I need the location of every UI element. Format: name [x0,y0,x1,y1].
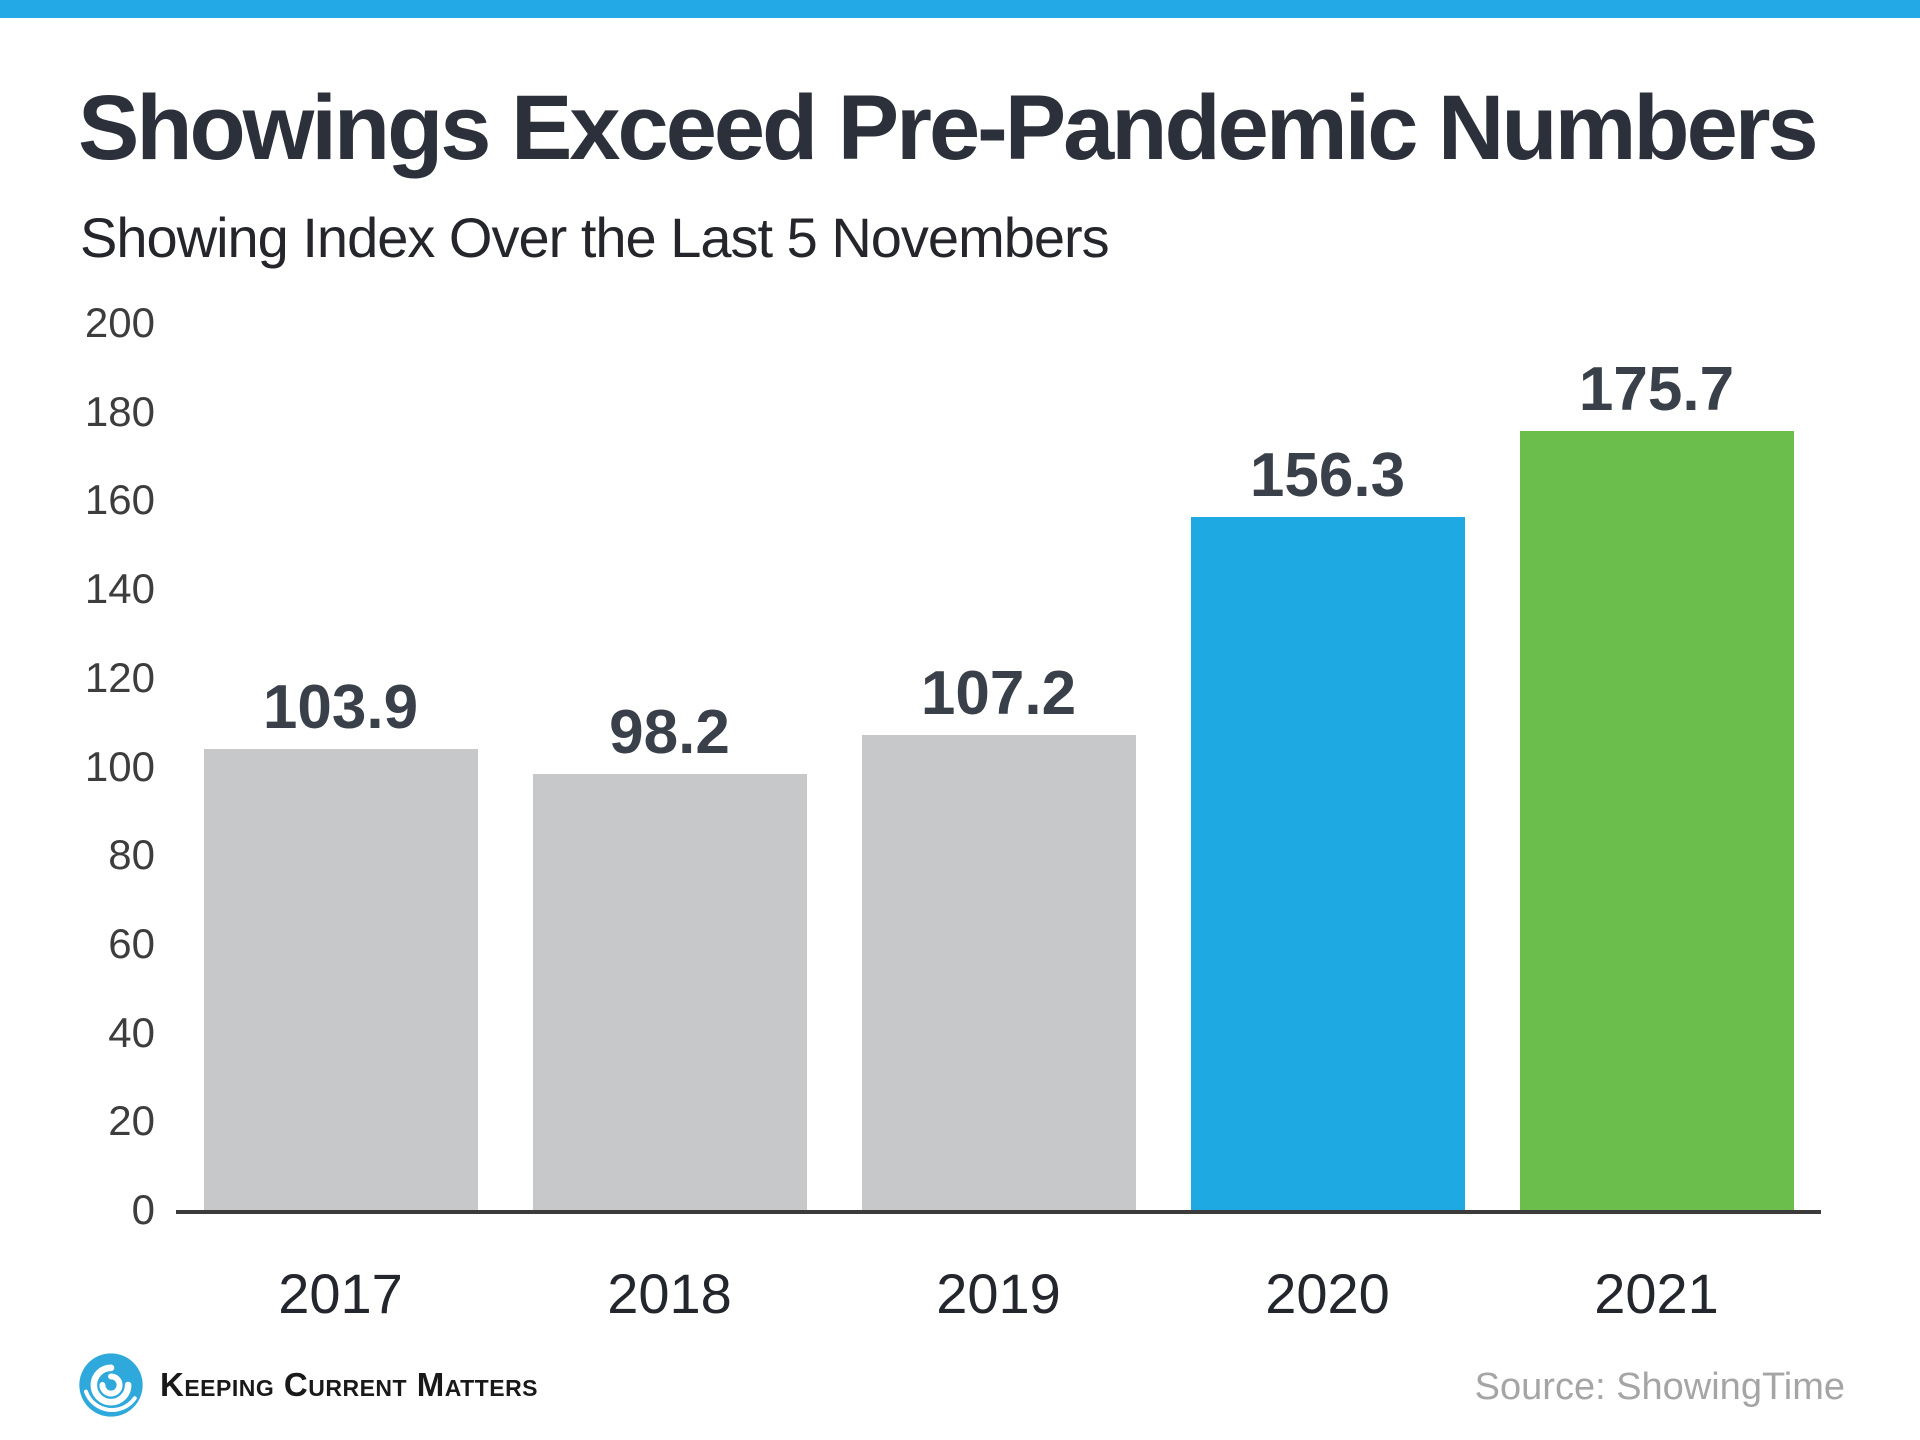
page-subtitle: Showing Index Over the Last 5 Novembers [80,206,1110,269]
bar-group-2020: 156.3 2020 [1163,323,1492,1322]
bar-value-label: 156.3 [1249,440,1406,510]
bar-group-2017: 103.9 2017 [176,323,505,1322]
y-tick-label: 80 [108,831,155,879]
y-tick-label: 60 [108,919,155,967]
y-tick-label: 120 [84,653,155,701]
bar-2020 [1190,516,1465,1210]
x-axis-label: 2019 [936,1262,1061,1325]
page-title: Showings Exceed Pre-Pandemic Numbers [78,77,1819,179]
bar-value-label: 107.2 [920,658,1077,728]
bar-2017 [203,749,478,1210]
bar-value-label: 98.2 [609,698,730,768]
bar-2021 [1519,430,1794,1210]
y-axis: 0 20 40 60 80 100 120 140 160 180 200 [0,302,155,1231]
y-tick-label: 140 [84,565,155,613]
brand-name: Keeping Current Matters [160,1366,539,1403]
y-tick-label: 200 [84,299,155,346]
bar-value-label: 103.9 [262,673,419,743]
bar-group-2021: 175.7 2021 [1492,323,1821,1322]
y-tick-label: 100 [84,742,155,790]
x-axis-label: 2018 [607,1262,732,1325]
y-tick-label: 20 [108,1097,155,1145]
source-credit: Source: ShowingTime [1474,1366,1845,1408]
bar-2019 [861,734,1136,1210]
y-tick-label: 180 [84,387,155,435]
x-axis-label: 2020 [1265,1262,1390,1325]
bar-group-2018: 98.2 2018 [505,323,834,1322]
bar-group-2019: 107.2 2019 [834,323,1163,1322]
y-tick-label: 0 [131,1186,155,1233]
y-tick-label: 40 [108,1008,155,1056]
top-accent-bar [0,0,1920,18]
x-axis-label: 2021 [1594,1262,1719,1325]
kcm-swirl-icon [79,1353,143,1417]
x-axis-label: 2017 [278,1262,403,1325]
plot-area: 103.9 2017 98.2 2018 107.2 2019 156.3 2020 175.7… [176,323,1821,1322]
brand-logo: Keeping Current Matters [78,1352,538,1418]
y-tick-label: 160 [84,476,155,524]
bar-2018 [532,774,807,1210]
bar-value-label: 175.7 [1578,354,1735,424]
